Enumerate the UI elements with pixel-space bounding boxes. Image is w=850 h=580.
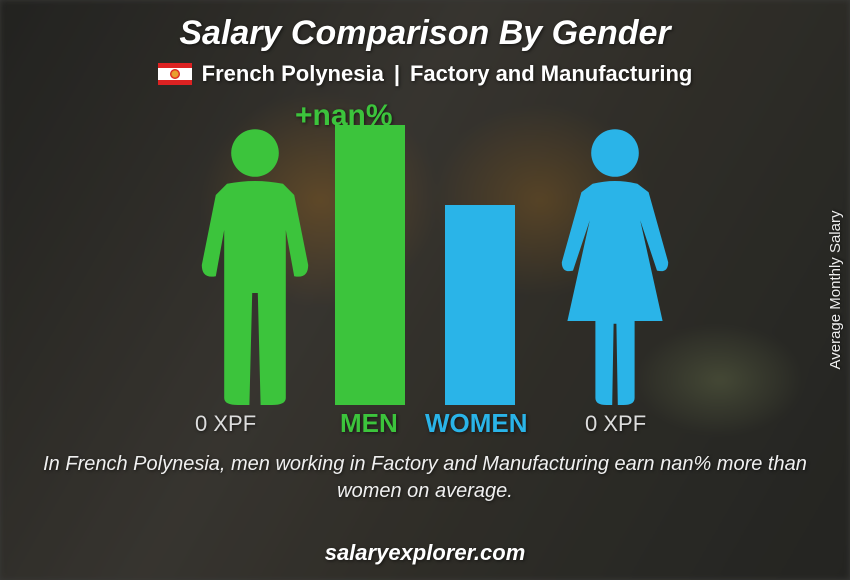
page-title: Salary Comparison By Gender: [0, 0, 850, 53]
description-text: In French Polynesia, men working in Fact…: [0, 451, 850, 505]
female-icon: [545, 125, 685, 405]
chart: +nan% 0 XPF MEN WOMEN 0 XPF: [125, 105, 725, 445]
country-label: French Polynesia: [202, 61, 384, 87]
y-axis-label: Average Monthly Salary: [827, 211, 844, 370]
flag-icon: [158, 63, 192, 85]
subtitle: French Polynesia | Factory and Manufactu…: [0, 61, 850, 87]
separator: |: [394, 61, 400, 87]
sector-label: Factory and Manufacturing: [410, 61, 692, 87]
women-gender-label: WOMEN: [425, 408, 528, 439]
men-bar: [335, 125, 405, 405]
infographic-content: Salary Comparison By Gender French Polyn…: [0, 0, 850, 580]
women-bar: [445, 205, 515, 405]
women-salary-label: 0 XPF: [585, 411, 646, 437]
men-gender-label: MEN: [340, 408, 398, 439]
men-salary-label: 0 XPF: [195, 411, 256, 437]
male-icon: [185, 125, 325, 405]
footer-source: salaryexplorer.com: [0, 540, 850, 566]
